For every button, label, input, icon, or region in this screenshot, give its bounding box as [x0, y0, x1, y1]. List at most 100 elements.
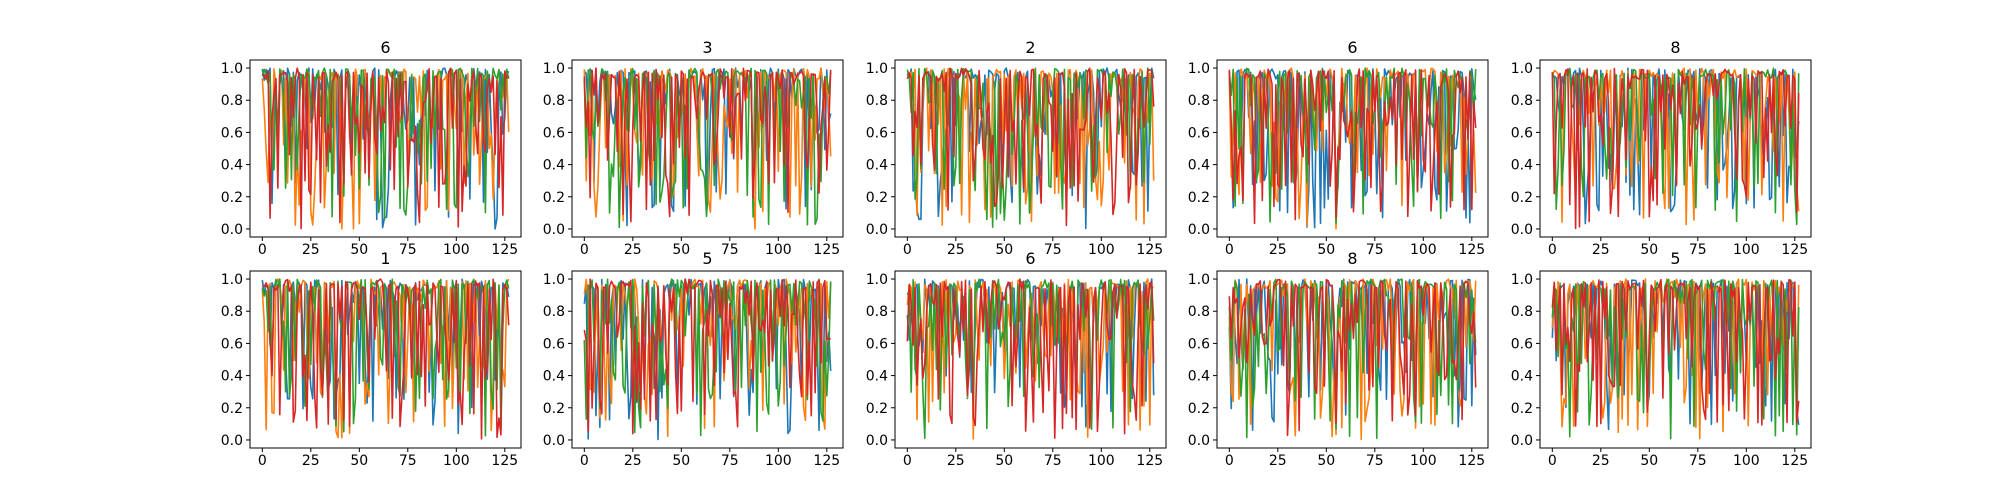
subplot-5: 0 25 50 75 100 125 0.0 0.2 0.4 0.6 0.8 1.0 8 — [1511, 38, 1812, 258]
x-tick-label: 25 — [947, 453, 965, 469]
x-tick-label: 0 — [1548, 242, 1557, 258]
x-tick-label: 125 — [491, 453, 518, 469]
y-tick-label: 0.8 — [1188, 304, 1210, 320]
series-line-4 — [1551, 278, 1800, 428]
axes-frame — [894, 59, 1167, 238]
y-tick-label: 0.2 — [543, 190, 565, 206]
subplot-6: 0 25 50 75 100 125 0.0 0.2 0.4 0.6 0.8 1.0 1 — [221, 249, 522, 469]
y-tick-label: 0.4 — [1511, 158, 1533, 174]
x-tick-label: 0 — [1548, 453, 1557, 469]
x-tick-label: 125 — [1781, 453, 1808, 469]
series-line-4 — [261, 278, 510, 440]
subplot-title: 5 — [702, 249, 712, 268]
x-tick-label: 25 — [302, 453, 320, 469]
x-tick-label: 0 — [903, 242, 912, 258]
y-tick-label: 1.0 — [221, 61, 243, 77]
x-tick-label: 100 — [1733, 453, 1760, 469]
x-tick-label: 125 — [491, 242, 518, 258]
series-line-4 — [583, 278, 831, 435]
y-tick-label: 0.8 — [221, 93, 243, 109]
y-tick-label: 1.0 — [1511, 61, 1533, 77]
series-line-4 — [1551, 67, 1800, 230]
x-tick-label: 25 — [1269, 453, 1287, 469]
x-tick-label: 50 — [1317, 242, 1335, 258]
series-group — [583, 67, 832, 230]
y-tick-label: 0.0 — [221, 222, 243, 238]
series-line-4 — [906, 67, 1155, 227]
y-tick-label: 0.4 — [221, 158, 243, 174]
x-tick-label: 75 — [399, 453, 417, 469]
y-tick-label: 0.4 — [866, 369, 888, 385]
x-tick-label: 50 — [672, 242, 690, 258]
subplot-1: 0 25 50 75 100 125 0.0 0.2 0.4 0.6 0.8 1.0 6 — [221, 38, 522, 258]
y-tick-label: 1.0 — [1511, 272, 1533, 288]
y-tick-label: 1.0 — [866, 272, 888, 288]
x-tick-label: 125 — [1458, 242, 1485, 258]
x-tick-label: 75 — [1689, 242, 1707, 258]
axes-frame — [1539, 59, 1812, 238]
subplot-title: 2 — [1025, 38, 1035, 57]
axes-frame — [571, 59, 844, 238]
x-tick-label: 0 — [258, 453, 267, 469]
subplot-7: 0 25 50 75 100 125 0.0 0.2 0.4 0.6 0.8 1.0 5 — [543, 249, 844, 469]
series-group — [1228, 67, 1477, 230]
y-tick-label: 0.2 — [543, 401, 565, 417]
series-group — [1551, 67, 1800, 230]
series-group — [583, 278, 832, 441]
x-tick-label: 125 — [1458, 453, 1485, 469]
y-tick-label: 1.0 — [543, 61, 565, 77]
y-tick-label: 0.2 — [1511, 190, 1533, 206]
axes-frame — [1539, 270, 1812, 449]
y-tick-label: 0.8 — [866, 93, 888, 109]
x-tick-label: 100 — [1410, 453, 1437, 469]
x-tick-label: 75 — [1689, 453, 1707, 469]
subplot-title: 1 — [380, 249, 390, 268]
y-tick-label: 0.6 — [1188, 125, 1210, 141]
series-group — [1551, 278, 1800, 440]
y-tick-label: 0.0 — [1188, 433, 1210, 449]
subplot-title: 8 — [1347, 249, 1357, 268]
y-tick-label: 0.2 — [866, 190, 888, 206]
x-tick-label: 25 — [1592, 453, 1610, 469]
y-tick-label: 0.8 — [866, 304, 888, 320]
y-tick-label: 0.4 — [866, 158, 888, 174]
x-tick-label: 125 — [813, 453, 840, 469]
x-tick-label: 50 — [1640, 242, 1658, 258]
y-tick-label: 0.2 — [221, 401, 243, 417]
y-tick-label: 0.0 — [1511, 222, 1533, 238]
series-line-4 — [1228, 68, 1477, 225]
series-line-4 — [906, 278, 1155, 439]
subplot-title: 6 — [1347, 38, 1357, 57]
y-tick-label: 1.0 — [221, 272, 243, 288]
y-tick-label: 0.6 — [866, 336, 888, 352]
y-tick-label: 0.2 — [1511, 401, 1533, 417]
x-tick-label: 25 — [947, 242, 965, 258]
x-tick-label: 50 — [672, 453, 690, 469]
x-tick-label: 50 — [995, 242, 1013, 258]
x-tick-label: 100 — [1088, 242, 1115, 258]
y-tick-label: 0.0 — [543, 433, 565, 449]
y-tick-label: 0.6 — [1511, 125, 1533, 141]
subplot-title: 6 — [380, 38, 390, 57]
x-tick-label: 50 — [350, 242, 368, 258]
x-tick-label: 0 — [580, 242, 589, 258]
x-tick-label: 75 — [1044, 242, 1062, 258]
x-tick-label: 125 — [1781, 242, 1808, 258]
y-tick-label: 0.8 — [1511, 93, 1533, 109]
x-tick-label: 50 — [1317, 453, 1335, 469]
y-tick-label: 0.6 — [543, 336, 565, 352]
y-tick-label: 0.8 — [543, 93, 565, 109]
x-tick-label: 100 — [1410, 242, 1437, 258]
y-tick-label: 0.0 — [866, 433, 888, 449]
x-tick-label: 50 — [350, 453, 368, 469]
x-tick-label: 75 — [721, 453, 739, 469]
x-tick-label: 0 — [580, 453, 589, 469]
series-line-4 — [583, 67, 832, 223]
y-tick-label: 1.0 — [1188, 272, 1210, 288]
y-tick-label: 0.2 — [221, 190, 243, 206]
series-group — [906, 278, 1155, 440]
x-tick-label: 75 — [399, 242, 417, 258]
y-tick-label: 0.4 — [1511, 369, 1533, 385]
y-tick-label: 0.6 — [543, 125, 565, 141]
